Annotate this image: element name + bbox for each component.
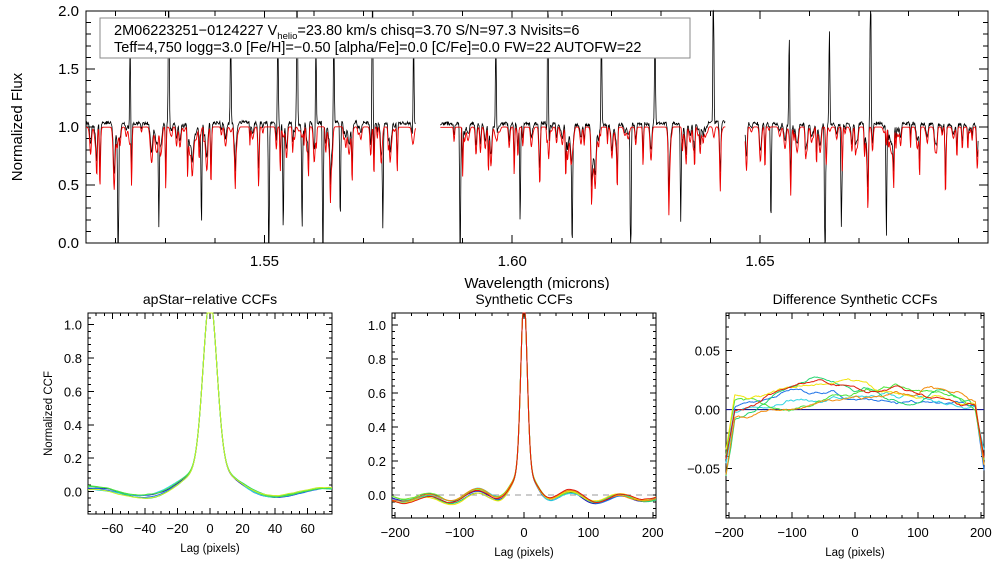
svg-text:2.0: 2.0 [58, 3, 79, 20]
spectrum-synthetic-trace [440, 126, 726, 216]
spectrum-synthetic-trace [85, 126, 417, 204]
difference-synthetic-ccf-panel: −0.05 0.00 0.05 −200 −100 0 100 200 Difference S… [687, 291, 992, 559]
svg-text:−0.05: −0.05 [687, 462, 720, 477]
svg-text:Lag (pixels): Lag (pixels) [825, 547, 885, 559]
svg-text:0.5: 0.5 [58, 177, 79, 194]
legend-line-2: Teff=4,750 logg=3.0 [Fe/H]=−0.50 [alpha/… [114, 40, 641, 56]
legend-line-1: 2M06223251−0124227 Vhelio=23.80 km/s chi… [114, 23, 579, 42]
ccf-trace [725, 378, 985, 465]
svg-text:−100: −100 [777, 525, 806, 540]
ccf-trace [391, 312, 657, 506]
svg-text:0.05: 0.05 [695, 344, 720, 359]
ccf-trace [87, 312, 332, 499]
ccf-trace [391, 312, 657, 504]
ccf-trace [391, 312, 657, 504]
svg-text:0: 0 [520, 525, 527, 540]
svg-text:Lag (pixels): Lag (pixels) [180, 543, 240, 555]
svg-text:0.2: 0.2 [64, 451, 82, 466]
svg-text:Normalized CCF: Normalized CCF [43, 371, 55, 456]
svg-text:0.4: 0.4 [64, 418, 82, 433]
ccf-trace [87, 312, 333, 498]
panel-title: apStar−relative CCFs [143, 291, 277, 307]
ccf-trace [391, 312, 657, 505]
ccf-trace [725, 376, 985, 477]
ccf-trace [87, 312, 333, 498]
svg-text:−20: −20 [166, 521, 188, 536]
ccf-trace [391, 312, 657, 505]
svg-text:20: 20 [235, 521, 249, 536]
ccf-trace [87, 312, 333, 499]
svg-text:Lag (pixels): Lag (pixels) [494, 547, 554, 559]
svg-text:0.0: 0.0 [58, 235, 79, 252]
ccf-trace [725, 391, 985, 464]
panel-title: Synthetic CCFs [475, 291, 572, 307]
ccf-trace [725, 383, 985, 461]
svg-text:−200: −200 [714, 525, 743, 540]
svg-text:1.65: 1.65 [745, 253, 774, 270]
svg-text:−200: −200 [381, 525, 410, 540]
svg-text:60: 60 [300, 521, 314, 536]
svg-text:−100: −100 [445, 525, 474, 540]
svg-text:0.4: 0.4 [368, 420, 386, 435]
svg-text:0: 0 [851, 525, 858, 540]
svg-text:0.6: 0.6 [64, 384, 82, 399]
ccf-trace [87, 312, 333, 498]
svg-text:1.60: 1.60 [498, 253, 527, 270]
panel-title: Difference Synthetic CCFs [773, 291, 938, 307]
svg-text:−60: −60 [101, 521, 123, 536]
svg-text:100: 100 [907, 525, 929, 540]
synthetic-ccf-panel: 0.0 0.2 0.4 0.6 0.8 1.0 −200 −100 0 100 200 Synthet… [368, 291, 664, 559]
ccf-trace [391, 312, 657, 504]
svg-text:1.5: 1.5 [58, 61, 79, 78]
svg-text:200: 200 [642, 525, 664, 540]
svg-text:0.8: 0.8 [64, 351, 82, 366]
svg-text:0.0: 0.0 [368, 488, 386, 503]
ccf-trace [725, 379, 985, 460]
ccf-trace [391, 312, 657, 505]
ccf-trace [725, 385, 985, 475]
apstar-relative-ccf-panel: 0.0 0.2 0.4 0.6 0.8 1.0 −60 −40 −20 0 20 40 60 apStar… [43, 291, 333, 555]
svg-text:0: 0 [206, 521, 213, 536]
spectrum-panel: 0.0 0.5 1.0 1.5 2.0 1.55 1.60 1.65 Wavelength (m… [9, 3, 989, 290]
svg-text:0.8: 0.8 [368, 352, 386, 367]
ccf-trace [391, 312, 657, 504]
svg-text:1.55: 1.55 [250, 253, 279, 270]
parameter-legend-box [99, 17, 691, 59]
ccf-trace [725, 388, 985, 471]
svg-text:0.00: 0.00 [695, 403, 720, 418]
svg-text:−40: −40 [134, 521, 156, 536]
svg-text:0.6: 0.6 [368, 386, 386, 401]
svg-text:0.0: 0.0 [64, 484, 82, 499]
svg-text:Wavelength (microns): Wavelength (microns) [464, 275, 609, 290]
svg-text:40: 40 [268, 521, 282, 536]
spectrum-synthetic-trace [744, 126, 979, 208]
spectrum-observed-trace [85, 10, 416, 244]
spectrum-observed-trace [744, 10, 979, 244]
svg-text:0.2: 0.2 [368, 454, 386, 469]
ccf-trace [87, 312, 333, 498]
svg-text:Normalized Flux: Normalized Flux [9, 72, 26, 181]
svg-text:1.0: 1.0 [368, 318, 386, 333]
svg-text:200: 200 [970, 525, 992, 540]
svg-text:1.0: 1.0 [64, 318, 82, 333]
svg-text:1.0: 1.0 [58, 119, 79, 136]
svg-text:100: 100 [578, 525, 600, 540]
